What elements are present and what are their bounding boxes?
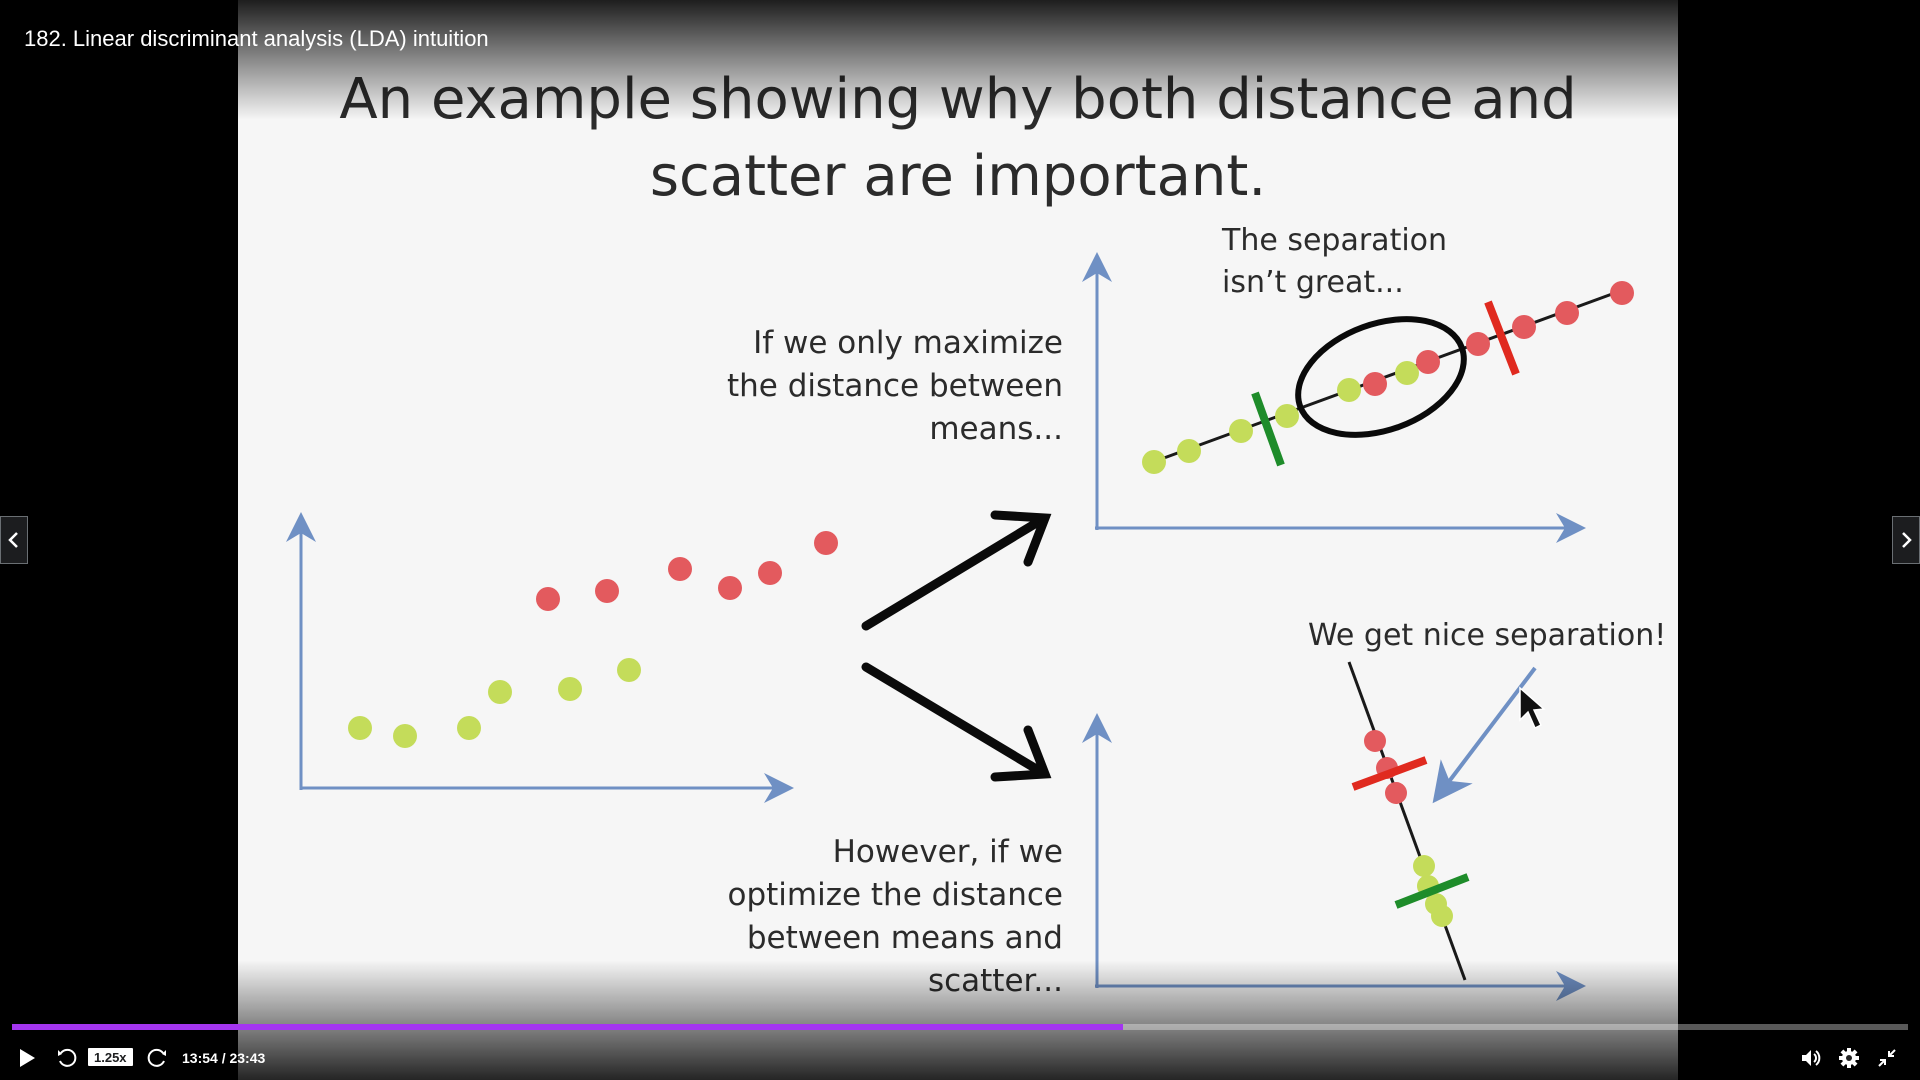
top-caption-line-1: If we only maximize xyxy=(753,325,1063,361)
top-caption-line-3: means... xyxy=(929,411,1063,447)
top-caption: If we only maximize the distance between… xyxy=(727,325,1063,447)
bottom-caption: However, if we optimize the distance bet… xyxy=(727,834,1063,999)
bottom-green-mean-mark xyxy=(1394,873,1470,909)
bottom-caption-line-4: scatter... xyxy=(928,963,1063,999)
top-projection-line xyxy=(1152,288,1624,464)
settings-button[interactable] xyxy=(1834,1044,1864,1072)
green-point xyxy=(488,680,512,704)
next-lecture-button[interactable] xyxy=(1892,516,1920,564)
black-arrows xyxy=(861,510,1052,782)
bottom-note: We get nice separation! xyxy=(1308,618,1666,653)
forward-button[interactable] xyxy=(142,1044,172,1072)
exit-fullscreen-icon xyxy=(1878,1049,1896,1067)
red-point xyxy=(595,579,619,603)
playback-speed-button[interactable]: 1.25x xyxy=(88,1048,133,1066)
bottom-pointer-arrow xyxy=(1432,666,1537,804)
volume-icon xyxy=(1802,1050,1821,1066)
green-point xyxy=(393,724,417,748)
top-plot-axes xyxy=(1082,252,1586,543)
lecture-title: 182. Linear discriminant analysis (LDA) … xyxy=(24,26,489,51)
progress-bar[interactable] xyxy=(12,1024,1908,1030)
red-mean-mark xyxy=(1484,300,1520,376)
left-plot-axes xyxy=(286,512,794,803)
green-point xyxy=(558,677,582,701)
chevron-right-icon xyxy=(1902,532,1912,548)
red-point xyxy=(814,531,838,555)
top-caption-line-2: the distance between xyxy=(727,368,1063,404)
top-note-line-2: isn’t great... xyxy=(1222,265,1404,300)
green-point xyxy=(457,716,481,740)
bottom-red-mean-mark xyxy=(1351,756,1428,791)
volume-button[interactable] xyxy=(1796,1044,1826,1072)
red-point xyxy=(536,587,560,611)
play-icon xyxy=(20,1049,35,1067)
green-mean-mark xyxy=(1251,391,1285,467)
play-button[interactable] xyxy=(12,1044,42,1072)
left-plot-red-points xyxy=(536,531,838,611)
bottom-plot-axes xyxy=(1082,713,1586,1001)
rewind-button[interactable] xyxy=(52,1044,82,1072)
time-display: 13:54 / 23:43 xyxy=(182,1050,266,1066)
slide-heading-line-1: An example showing why both distance and xyxy=(339,67,1576,132)
progress-fill xyxy=(12,1024,1124,1030)
slide-heading-line-2: scatter are important. xyxy=(650,144,1266,209)
forward-5-icon xyxy=(147,1048,166,1067)
green-point xyxy=(617,658,641,682)
bottom-caption-line-2: optimize the distance xyxy=(727,877,1063,913)
red-point xyxy=(758,561,782,585)
red-point xyxy=(668,557,692,581)
red-point xyxy=(718,576,742,600)
previous-lecture-button[interactable] xyxy=(0,516,28,564)
top-plot-green-points xyxy=(1142,361,1419,474)
bottom-caption-line-3: between means and xyxy=(747,920,1063,956)
overlap-ellipse xyxy=(1295,316,1467,438)
left-plot-green-points xyxy=(348,658,641,748)
slide-graphic: An example showing why both distance and… xyxy=(286,67,1666,1001)
chevron-left-icon xyxy=(8,532,18,548)
rewind-5-icon xyxy=(58,1048,77,1067)
bottom-caption-line-1: However, if we xyxy=(833,834,1063,870)
top-note-line-1: The separation xyxy=(1221,223,1447,258)
bottom-projection-line xyxy=(1347,661,1467,981)
lecture-slide: An example showing why both distance and… xyxy=(238,0,1678,1080)
green-point xyxy=(348,716,372,740)
exit-fullscreen-button[interactable] xyxy=(1872,1044,1902,1072)
gear-icon xyxy=(1839,1048,1859,1068)
player-controls: 1.25x 13:54 / 23:43 xyxy=(0,1040,1920,1076)
top-plot-red-points xyxy=(1363,281,1634,396)
mouse-cursor-icon xyxy=(1519,686,1546,730)
